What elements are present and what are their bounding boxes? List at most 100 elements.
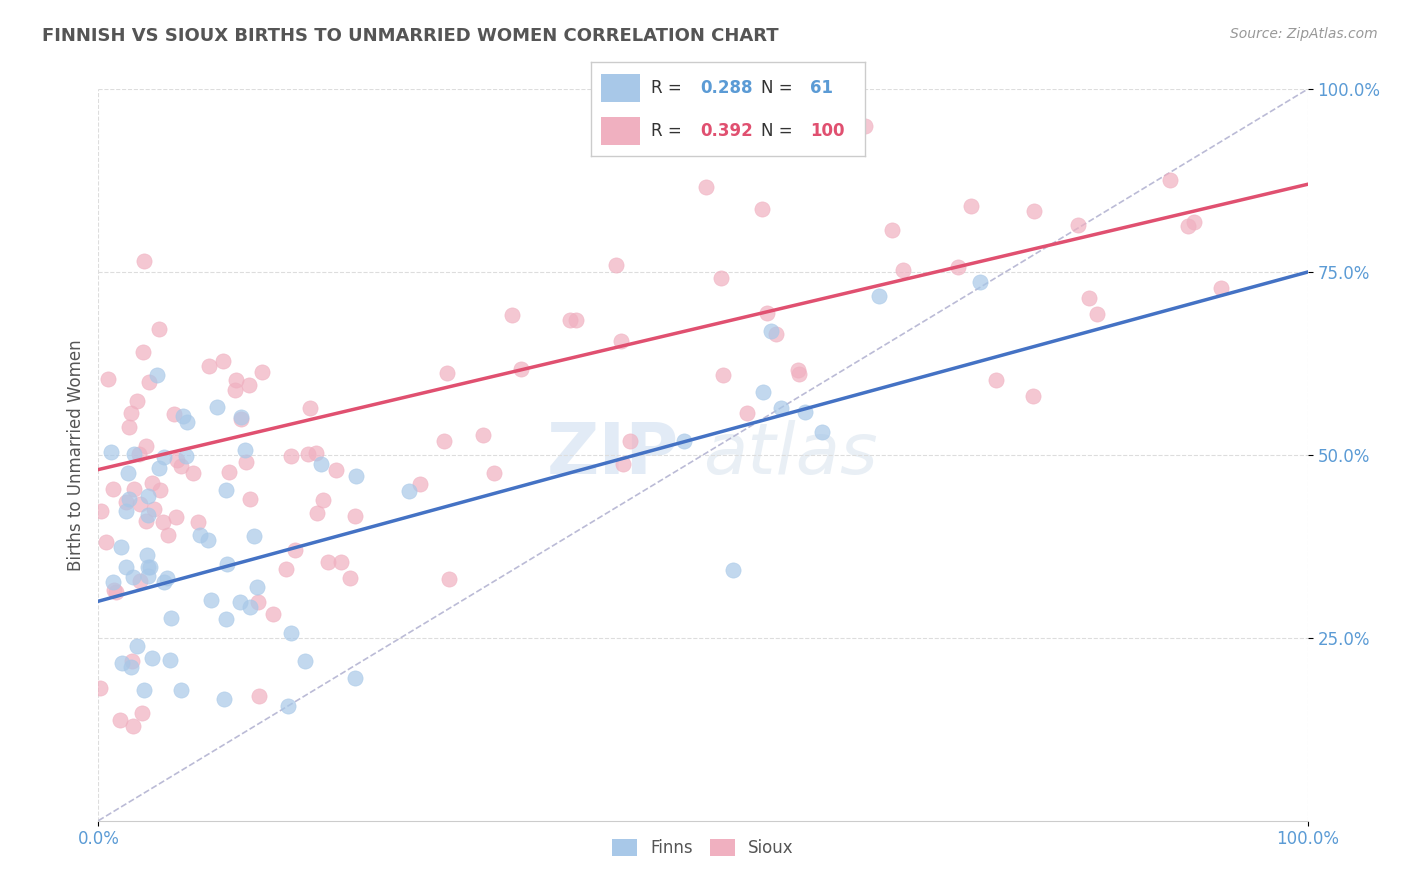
Point [176, 415, 198, 429]
Point [439, 572, 461, 586]
Point [274, 562, 297, 576]
Point [139, 559, 162, 574]
Point [765, 326, 787, 341]
Point [146, 368, 169, 383]
Point [141, 650, 163, 665]
Point [794, 405, 817, 419]
Point [117, 492, 139, 507]
Point [165, 510, 187, 524]
Point [110, 540, 132, 554]
Point [90, 504, 112, 518]
Point [115, 503, 138, 517]
Point [153, 574, 176, 589]
Point [121, 653, 143, 667]
Point [148, 461, 170, 475]
Point [172, 409, 194, 424]
Point [1078, 292, 1101, 306]
Point [125, 639, 148, 653]
Point [122, 718, 145, 732]
Point [959, 199, 981, 213]
Point [228, 595, 250, 609]
Point [277, 699, 299, 714]
Point [1159, 173, 1181, 187]
Y-axis label: Births to Unmarried Women: Births to Unmarried Women [66, 339, 84, 571]
Point [132, 345, 155, 359]
Point [187, 516, 209, 530]
Point [619, 434, 641, 449]
Point [198, 359, 221, 373]
Point [131, 706, 153, 720]
Point [262, 607, 284, 622]
Point [882, 222, 904, 236]
Point [695, 180, 717, 194]
Point [309, 457, 332, 471]
Point [1177, 219, 1199, 233]
Point [235, 454, 257, 468]
Point [329, 555, 352, 569]
Point [111, 656, 134, 670]
Point [129, 497, 152, 511]
Point [721, 563, 744, 577]
Point [501, 308, 523, 322]
Point [217, 557, 239, 571]
Point [115, 560, 138, 574]
Point [280, 626, 302, 640]
Point [231, 410, 253, 425]
Point [1022, 389, 1045, 403]
Point [243, 529, 266, 543]
Point [984, 374, 1007, 388]
Point [224, 383, 246, 397]
Point [344, 468, 367, 483]
Point [1211, 281, 1233, 295]
Point [197, 533, 219, 547]
Text: 61: 61 [810, 78, 832, 96]
Point [152, 515, 174, 529]
Point [344, 508, 367, 523]
Point [672, 434, 695, 449]
Point [141, 475, 163, 490]
Point [188, 528, 211, 542]
Point [205, 401, 228, 415]
Point [104, 585, 127, 599]
Point [181, 467, 204, 481]
Point [94, 535, 117, 549]
Point [166, 453, 188, 467]
Point [247, 689, 270, 703]
Text: R =: R = [651, 78, 688, 96]
Point [482, 466, 505, 480]
Point [246, 595, 269, 609]
Point [305, 446, 328, 460]
Text: FINNISH VS SIOUX BIRTHS TO UNMARRIED WOMEN CORRELATION CHART: FINNISH VS SIOUX BIRTHS TO UNMARRIED WOM… [42, 27, 779, 45]
Point [117, 420, 139, 434]
Point [711, 368, 734, 382]
Point [1182, 215, 1205, 229]
Point [148, 483, 170, 497]
Point [787, 368, 810, 382]
Point [122, 570, 145, 584]
Point [97, 372, 120, 386]
Point [787, 363, 810, 377]
Point [305, 506, 328, 520]
Point [174, 449, 197, 463]
Text: ZIP: ZIP [547, 420, 679, 490]
Point [294, 654, 316, 668]
Point [969, 275, 991, 289]
Point [284, 543, 307, 558]
Text: 0.392: 0.392 [700, 122, 754, 140]
Point [108, 714, 131, 728]
Point [120, 660, 142, 674]
Point [298, 401, 321, 416]
Point [135, 514, 157, 528]
Point [605, 258, 627, 272]
Point [218, 465, 240, 479]
Point [132, 254, 155, 268]
Point [239, 491, 262, 506]
Point [239, 599, 262, 614]
Point [1067, 218, 1090, 232]
Point [170, 683, 193, 698]
Point [710, 271, 733, 285]
Point [233, 443, 256, 458]
Point [117, 467, 139, 481]
Point [246, 581, 269, 595]
Point [769, 401, 792, 416]
